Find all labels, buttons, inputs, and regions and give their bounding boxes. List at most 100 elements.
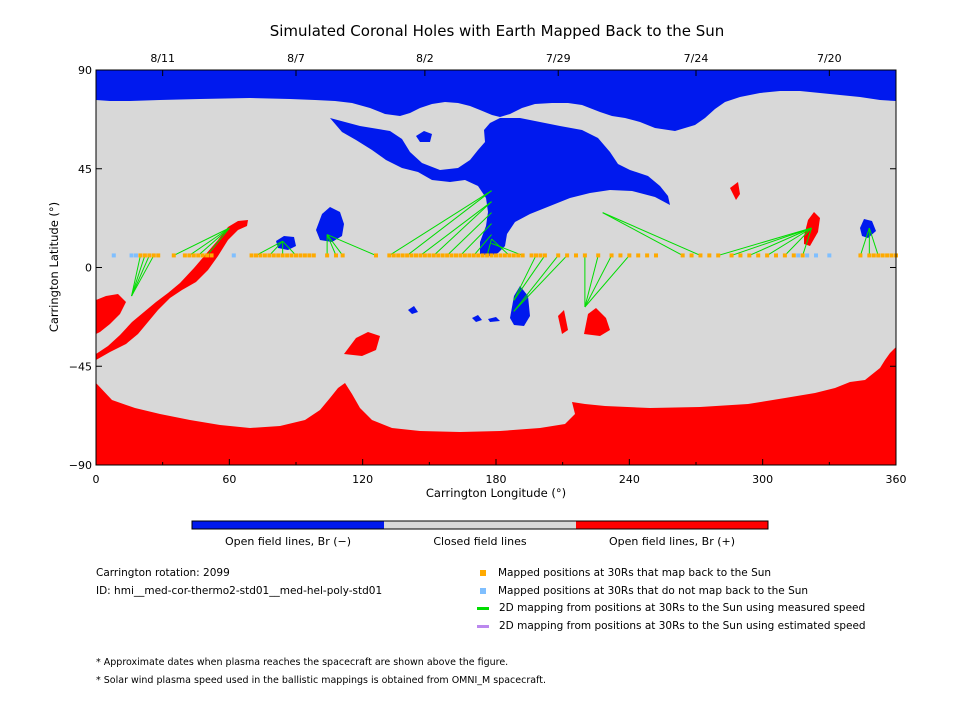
mapped-position-point xyxy=(756,253,761,258)
negative-speck-3 xyxy=(488,317,500,322)
field-line-measured xyxy=(749,227,812,256)
mapped-position-point xyxy=(627,253,632,258)
unmapped-position-point xyxy=(111,253,116,258)
mapped-position-point xyxy=(249,253,254,258)
y-tick-label: −90 xyxy=(69,459,92,472)
field-line-measured xyxy=(326,234,377,256)
negative-hole-lon-350 xyxy=(860,219,876,238)
mapped-position-point xyxy=(462,253,467,258)
legend-estimated: 2D mapping from positions at 30Rs to the… xyxy=(477,620,866,632)
y-tick-label: 90 xyxy=(78,64,92,77)
field-line-measured xyxy=(131,255,146,297)
field-line-measured xyxy=(268,240,284,256)
mapped-position-point xyxy=(618,253,623,258)
field-line-measured xyxy=(255,240,283,256)
measured-line-swatch xyxy=(477,606,489,610)
top-date-label: 8/2 xyxy=(416,52,434,65)
field-line-measured xyxy=(513,255,559,312)
mapped-position-point xyxy=(138,253,143,258)
x-tick-label: 120 xyxy=(352,473,373,486)
carrington-rotation-text: Carrington rotation: 2099 xyxy=(96,567,230,579)
mapped-position-point xyxy=(791,253,796,258)
unmapped-position-point xyxy=(134,253,138,258)
mapped-position-point xyxy=(400,253,405,258)
mapped-position-point xyxy=(729,253,734,258)
mapped-position-point xyxy=(609,253,614,258)
mapped-position-point xyxy=(520,253,525,258)
mapped-position-point xyxy=(391,253,396,258)
legend-not-mapped: Mapped positions at 30Rs that do not map… xyxy=(480,585,808,597)
negative-speck-2 xyxy=(472,315,482,322)
mapped-position-point xyxy=(707,253,712,258)
mapped-position-point xyxy=(409,253,414,258)
unmapped-position-point xyxy=(796,253,801,258)
top-date-label: 8/7 xyxy=(287,52,305,65)
left-positive-edge-region xyxy=(96,294,126,334)
unmapped-position-point xyxy=(814,253,818,258)
estimated-line-swatch xyxy=(477,624,489,628)
mapped-position-point xyxy=(294,253,298,258)
mapped-position-point xyxy=(280,253,285,258)
colorbar-open-positive xyxy=(576,521,768,529)
mapped-position-point xyxy=(511,253,516,258)
model-id-text: ID: hmi__med-cor-thermo2-std01__med-hel-… xyxy=(96,585,383,597)
legend-mapped: Mapped positions at 30Rs that map back t… xyxy=(480,567,771,579)
mapped-position-point xyxy=(254,253,258,258)
mapped-position-point xyxy=(289,253,294,258)
mapped-position-point xyxy=(467,253,472,258)
positive-hole-lon-120 xyxy=(344,332,380,356)
field-region-map xyxy=(96,70,896,465)
unmapped-position-point xyxy=(805,253,810,258)
mapped-position-point xyxy=(782,253,787,258)
y-axis-label: Carrington Latitude (°) xyxy=(47,202,61,332)
legend-estimated-label: 2D mapping from positions at 30Rs to the… xyxy=(499,620,866,632)
mapped-position-point xyxy=(396,253,401,258)
field-line-measured xyxy=(131,255,141,297)
field-line-measured xyxy=(326,234,337,256)
x-tick-label: 180 xyxy=(486,473,507,486)
legend-not-mapped-label: Mapped positions at 30Rs that do not map… xyxy=(498,585,809,597)
mapped-position-point xyxy=(427,253,432,258)
mapped-position-point xyxy=(716,253,721,258)
small-negative-island xyxy=(416,131,432,142)
mapped-position-point xyxy=(502,253,507,258)
mapped-position-point xyxy=(449,253,454,258)
mapped-position-point xyxy=(147,253,152,258)
colorbar-label-negative: Open field lines, Br (−) xyxy=(225,535,351,548)
unmapped-position-point xyxy=(231,253,236,258)
x-axis-label: Carrington Longitude (°) xyxy=(426,486,566,500)
mapped-position-point xyxy=(867,253,872,258)
x-tick-label: 240 xyxy=(619,473,640,486)
y-tick-label: 45 xyxy=(78,163,92,176)
mapped-position-point xyxy=(200,253,205,258)
mapped-position-point xyxy=(454,253,458,258)
legend-mapped-label: Mapped positions at 30Rs that map back t… xyxy=(498,567,772,579)
mapped-position-point xyxy=(582,253,587,258)
mapped-position-point xyxy=(302,253,307,258)
top-date-label: 8/11 xyxy=(150,52,175,65)
field-lines-layer xyxy=(131,190,879,312)
mapped-position-point xyxy=(698,253,703,258)
field-line-measured xyxy=(486,238,493,256)
mapped-position-point xyxy=(765,253,770,258)
positive-hole-lon-225 xyxy=(584,308,610,336)
mapped-position-point xyxy=(191,253,196,258)
mapped-position-point xyxy=(480,253,485,258)
colorbar-open-negative xyxy=(192,521,384,529)
mapped-position-point xyxy=(151,253,156,258)
field-line-measured xyxy=(420,201,492,256)
mapped-position-point xyxy=(738,253,743,258)
mapped-position-point xyxy=(142,253,147,258)
x-tick-label: 300 xyxy=(752,473,773,486)
mapped-position-point xyxy=(458,253,463,258)
field-line-measured xyxy=(718,227,812,256)
unmapped-position-point xyxy=(827,253,832,258)
field-line-measured xyxy=(189,227,230,256)
field-line-measured xyxy=(602,212,683,256)
mapped-position-point xyxy=(485,253,490,258)
mapped-position-point xyxy=(471,253,476,258)
mapped-position-point xyxy=(405,253,410,258)
not-mapped-marker-swatch xyxy=(480,588,486,594)
mapped-position-point xyxy=(205,253,210,258)
